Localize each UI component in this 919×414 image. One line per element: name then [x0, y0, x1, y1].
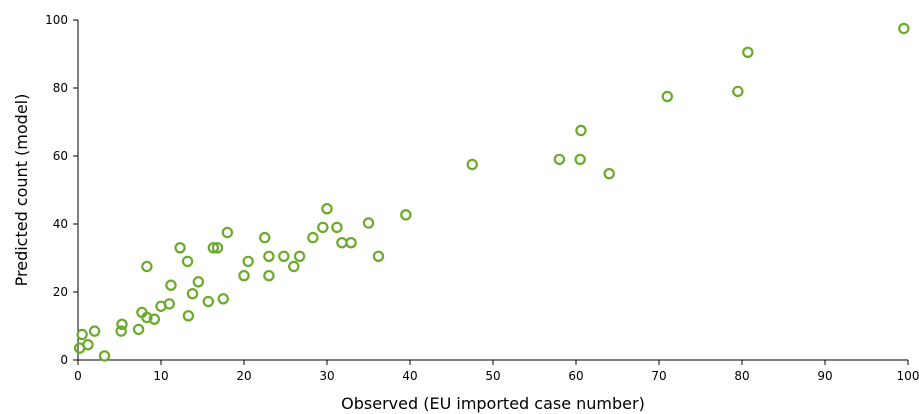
data-point — [321, 202, 333, 215]
x-tick-label: 20 — [236, 369, 251, 383]
data-point — [116, 318, 128, 330]
data-point — [132, 323, 145, 336]
data-point — [115, 325, 127, 337]
data-point — [98, 350, 111, 362]
data-point — [263, 269, 275, 282]
data-point — [259, 231, 271, 244]
data-points — [73, 22, 910, 362]
data-point — [186, 288, 199, 300]
y-tick-label: 20 — [53, 285, 68, 299]
data-point — [732, 85, 744, 98]
data-point — [400, 209, 412, 221]
data-point — [898, 22, 910, 35]
data-point — [242, 255, 254, 268]
data-point — [82, 339, 94, 351]
data-point — [238, 269, 250, 282]
data-point — [141, 311, 153, 324]
data-point — [211, 242, 224, 254]
data-point — [165, 279, 177, 291]
data-point — [148, 313, 161, 325]
x-tick-label: 100 — [897, 369, 919, 383]
data-point — [362, 217, 375, 229]
data-point — [575, 124, 587, 137]
axes — [77, 20, 908, 361]
data-point — [163, 298, 175, 310]
data-point — [181, 255, 194, 268]
x-tick-label: 40 — [402, 369, 417, 383]
x-axis-title: Observed (EU imported case number) — [341, 394, 645, 413]
data-point — [336, 236, 348, 249]
x-tick-label: 50 — [485, 369, 500, 383]
y-tick-label: 100 — [45, 13, 68, 27]
x-tick-label: 60 — [568, 369, 583, 383]
data-point — [603, 167, 615, 180]
y-tick-label: 60 — [53, 149, 68, 163]
data-point — [174, 242, 186, 254]
x-tick-label: 80 — [734, 369, 749, 383]
data-point — [574, 153, 586, 166]
data-point — [192, 276, 205, 288]
data-point — [217, 293, 229, 305]
data-point — [76, 328, 88, 341]
y-axis-title: Predicted count (model) — [12, 94, 31, 287]
x-tick-label: 70 — [651, 369, 666, 383]
data-point — [288, 260, 300, 273]
x-tick-label: 0 — [74, 369, 82, 383]
x-tick-label: 90 — [817, 369, 832, 383]
data-point — [331, 221, 343, 234]
data-point — [553, 153, 566, 166]
data-point — [661, 90, 674, 103]
x-axis-ticks: 0 10 20 30 40 50 60 70 80 90 100 — [74, 360, 919, 383]
y-tick-label: 40 — [53, 217, 68, 231]
data-point — [293, 250, 306, 262]
data-point — [278, 250, 290, 262]
data-point — [263, 250, 275, 262]
data-point — [141, 260, 153, 273]
data-point — [88, 325, 101, 337]
data-point — [307, 231, 319, 244]
data-point — [742, 46, 754, 59]
data-point — [221, 226, 234, 239]
x-tick-label: 10 — [153, 369, 168, 383]
y-tick-label: 0 — [60, 353, 68, 367]
data-point — [207, 242, 219, 254]
y-tick-label: 80 — [53, 81, 68, 95]
data-point — [466, 158, 478, 171]
data-point — [372, 250, 385, 262]
data-point — [345, 236, 357, 249]
data-point — [182, 310, 195, 322]
data-point — [317, 221, 329, 234]
x-tick-label: 30 — [319, 369, 334, 383]
data-point — [202, 295, 215, 308]
y-axis-ticks: 0 20 40 60 80 100 — [45, 13, 78, 367]
